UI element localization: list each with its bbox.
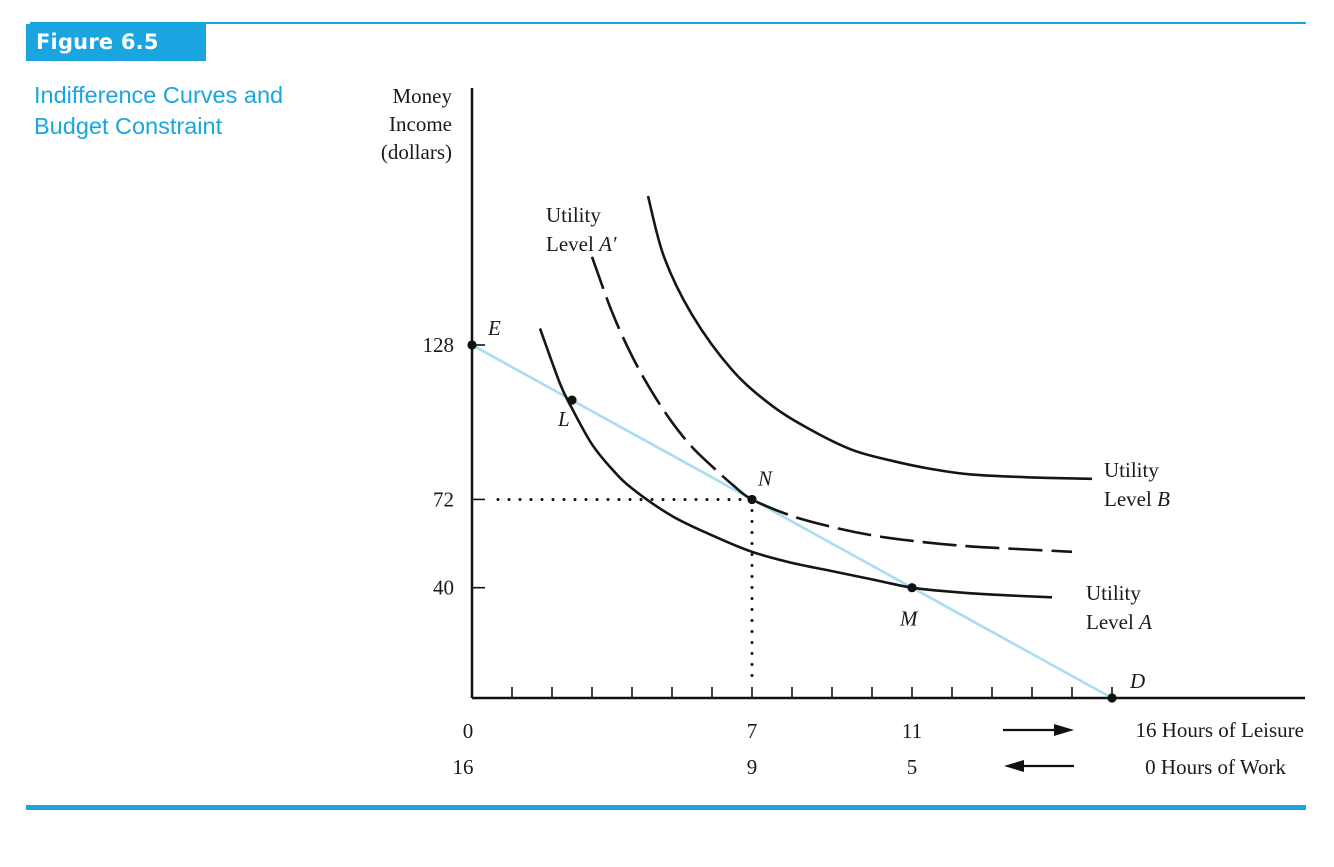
chart-labels: 128 72 40 Money Income (dollars) 0 16 7 9 11 5 16 Ho… [381, 84, 1304, 779]
point-label-l: L [557, 407, 570, 431]
figure-label: Figure 6.5 [36, 30, 159, 54]
y-axis-title-line: Income [389, 112, 452, 136]
figure-top-rule [30, 22, 1306, 24]
y-tick-label: 128 [423, 333, 455, 357]
utility-level-a-curve [538, 328, 1053, 599]
work-direction-arrow-head [1004, 760, 1024, 772]
point-n [747, 494, 757, 505]
x-axis-caption-work: 0 Hours of Work [1145, 755, 1286, 779]
figure-caption-line-2: Budget Constraint [34, 113, 223, 139]
point-label-m: M [899, 607, 919, 631]
x-tick-label-work: 9 [747, 755, 758, 779]
utility-level-b-curve [646, 195, 1093, 481]
point-e [467, 340, 477, 350]
point-m [907, 583, 917, 593]
budget-constraint-line [471, 343, 1113, 700]
x-tick-label-work: 16 [453, 755, 474, 779]
utility-level-a-label-line1: Utility [1086, 581, 1141, 605]
y-axis-title-line: (dollars) [381, 140, 452, 164]
x-tick-label-leisure: 0 [463, 719, 474, 743]
x-axis-caption-leisure: 16 Hours of Leisure [1135, 718, 1304, 742]
utility-level-a-prime-curve [590, 256, 1073, 554]
figure-bottom-rule [26, 805, 1306, 810]
x-tick-label-work: 5 [907, 755, 918, 779]
budget-constraint [471, 343, 1113, 700]
utility-level-b-label-line2: Level B [1104, 487, 1170, 511]
utility-level-b-label-line1: Utility [1104, 458, 1159, 482]
utility-level-a-label-variable: A [1137, 610, 1152, 634]
y-axis-title-line: Money [393, 84, 453, 108]
point-label-e: E [487, 316, 501, 340]
axes [470, 88, 1305, 772]
utility-level-b-label-variable: B [1157, 487, 1170, 511]
utility-level-a-prime-label-line1: Utility [546, 203, 601, 227]
utility-level-a-label-line2: Level A [1086, 610, 1152, 634]
point-l [567, 395, 577, 405]
y-tick-label: 40 [433, 576, 454, 600]
figure-caption: Indifference Curves and Budget Constrain… [34, 80, 334, 142]
point-d [1107, 693, 1117, 703]
x-tick-label-leisure: 11 [902, 719, 922, 743]
leisure-direction-arrow-head [1054, 724, 1074, 736]
figure-caption-line-1: Indifference Curves and [34, 82, 284, 108]
figure-label-badge: Figure 6.5 [26, 24, 206, 61]
utility-level-a-prime-label-variable: A′ [597, 232, 617, 256]
indifference-curves [538, 195, 1093, 599]
point-label-d: D [1129, 669, 1145, 693]
x-tick-label-leisure: 7 [747, 719, 758, 743]
reference-lines [496, 497, 754, 686]
y-tick-label: 72 [433, 487, 454, 511]
marked-points [467, 340, 1117, 703]
point-label-n: N [757, 466, 773, 490]
utility-level-a-prime-label-line2: Level A′ [546, 232, 617, 256]
